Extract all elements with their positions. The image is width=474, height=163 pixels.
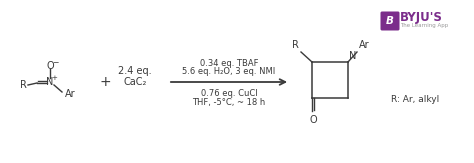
Text: The Learning App: The Learning App	[400, 22, 448, 28]
Text: −: −	[52, 59, 58, 67]
Text: R: R	[20, 80, 27, 90]
FancyBboxPatch shape	[381, 12, 400, 30]
Text: +: +	[99, 75, 111, 89]
Text: Ar: Ar	[65, 89, 76, 99]
Text: R: Ar, alkyl: R: Ar, alkyl	[391, 96, 439, 104]
Text: THF, -5°C, ~ 18 h: THF, -5°C, ~ 18 h	[192, 97, 265, 106]
Text: CaC₂: CaC₂	[123, 77, 146, 87]
Text: 0.34 eq. TBAF: 0.34 eq. TBAF	[200, 59, 258, 67]
Text: O: O	[309, 115, 317, 125]
Text: BYJU'S: BYJU'S	[400, 12, 443, 24]
Text: O: O	[46, 61, 54, 71]
Text: R: R	[292, 40, 299, 50]
Text: N: N	[46, 77, 54, 87]
Text: Ar: Ar	[359, 40, 370, 50]
Text: 2.4 eq.: 2.4 eq.	[118, 66, 152, 76]
Text: +: +	[51, 75, 57, 81]
Text: 5.6 eq. H₂O, 3 eq. NMI: 5.6 eq. H₂O, 3 eq. NMI	[182, 67, 275, 76]
Text: 0.76 eq. CuCl: 0.76 eq. CuCl	[201, 89, 257, 97]
Text: B: B	[386, 16, 394, 26]
Text: N: N	[349, 51, 356, 61]
